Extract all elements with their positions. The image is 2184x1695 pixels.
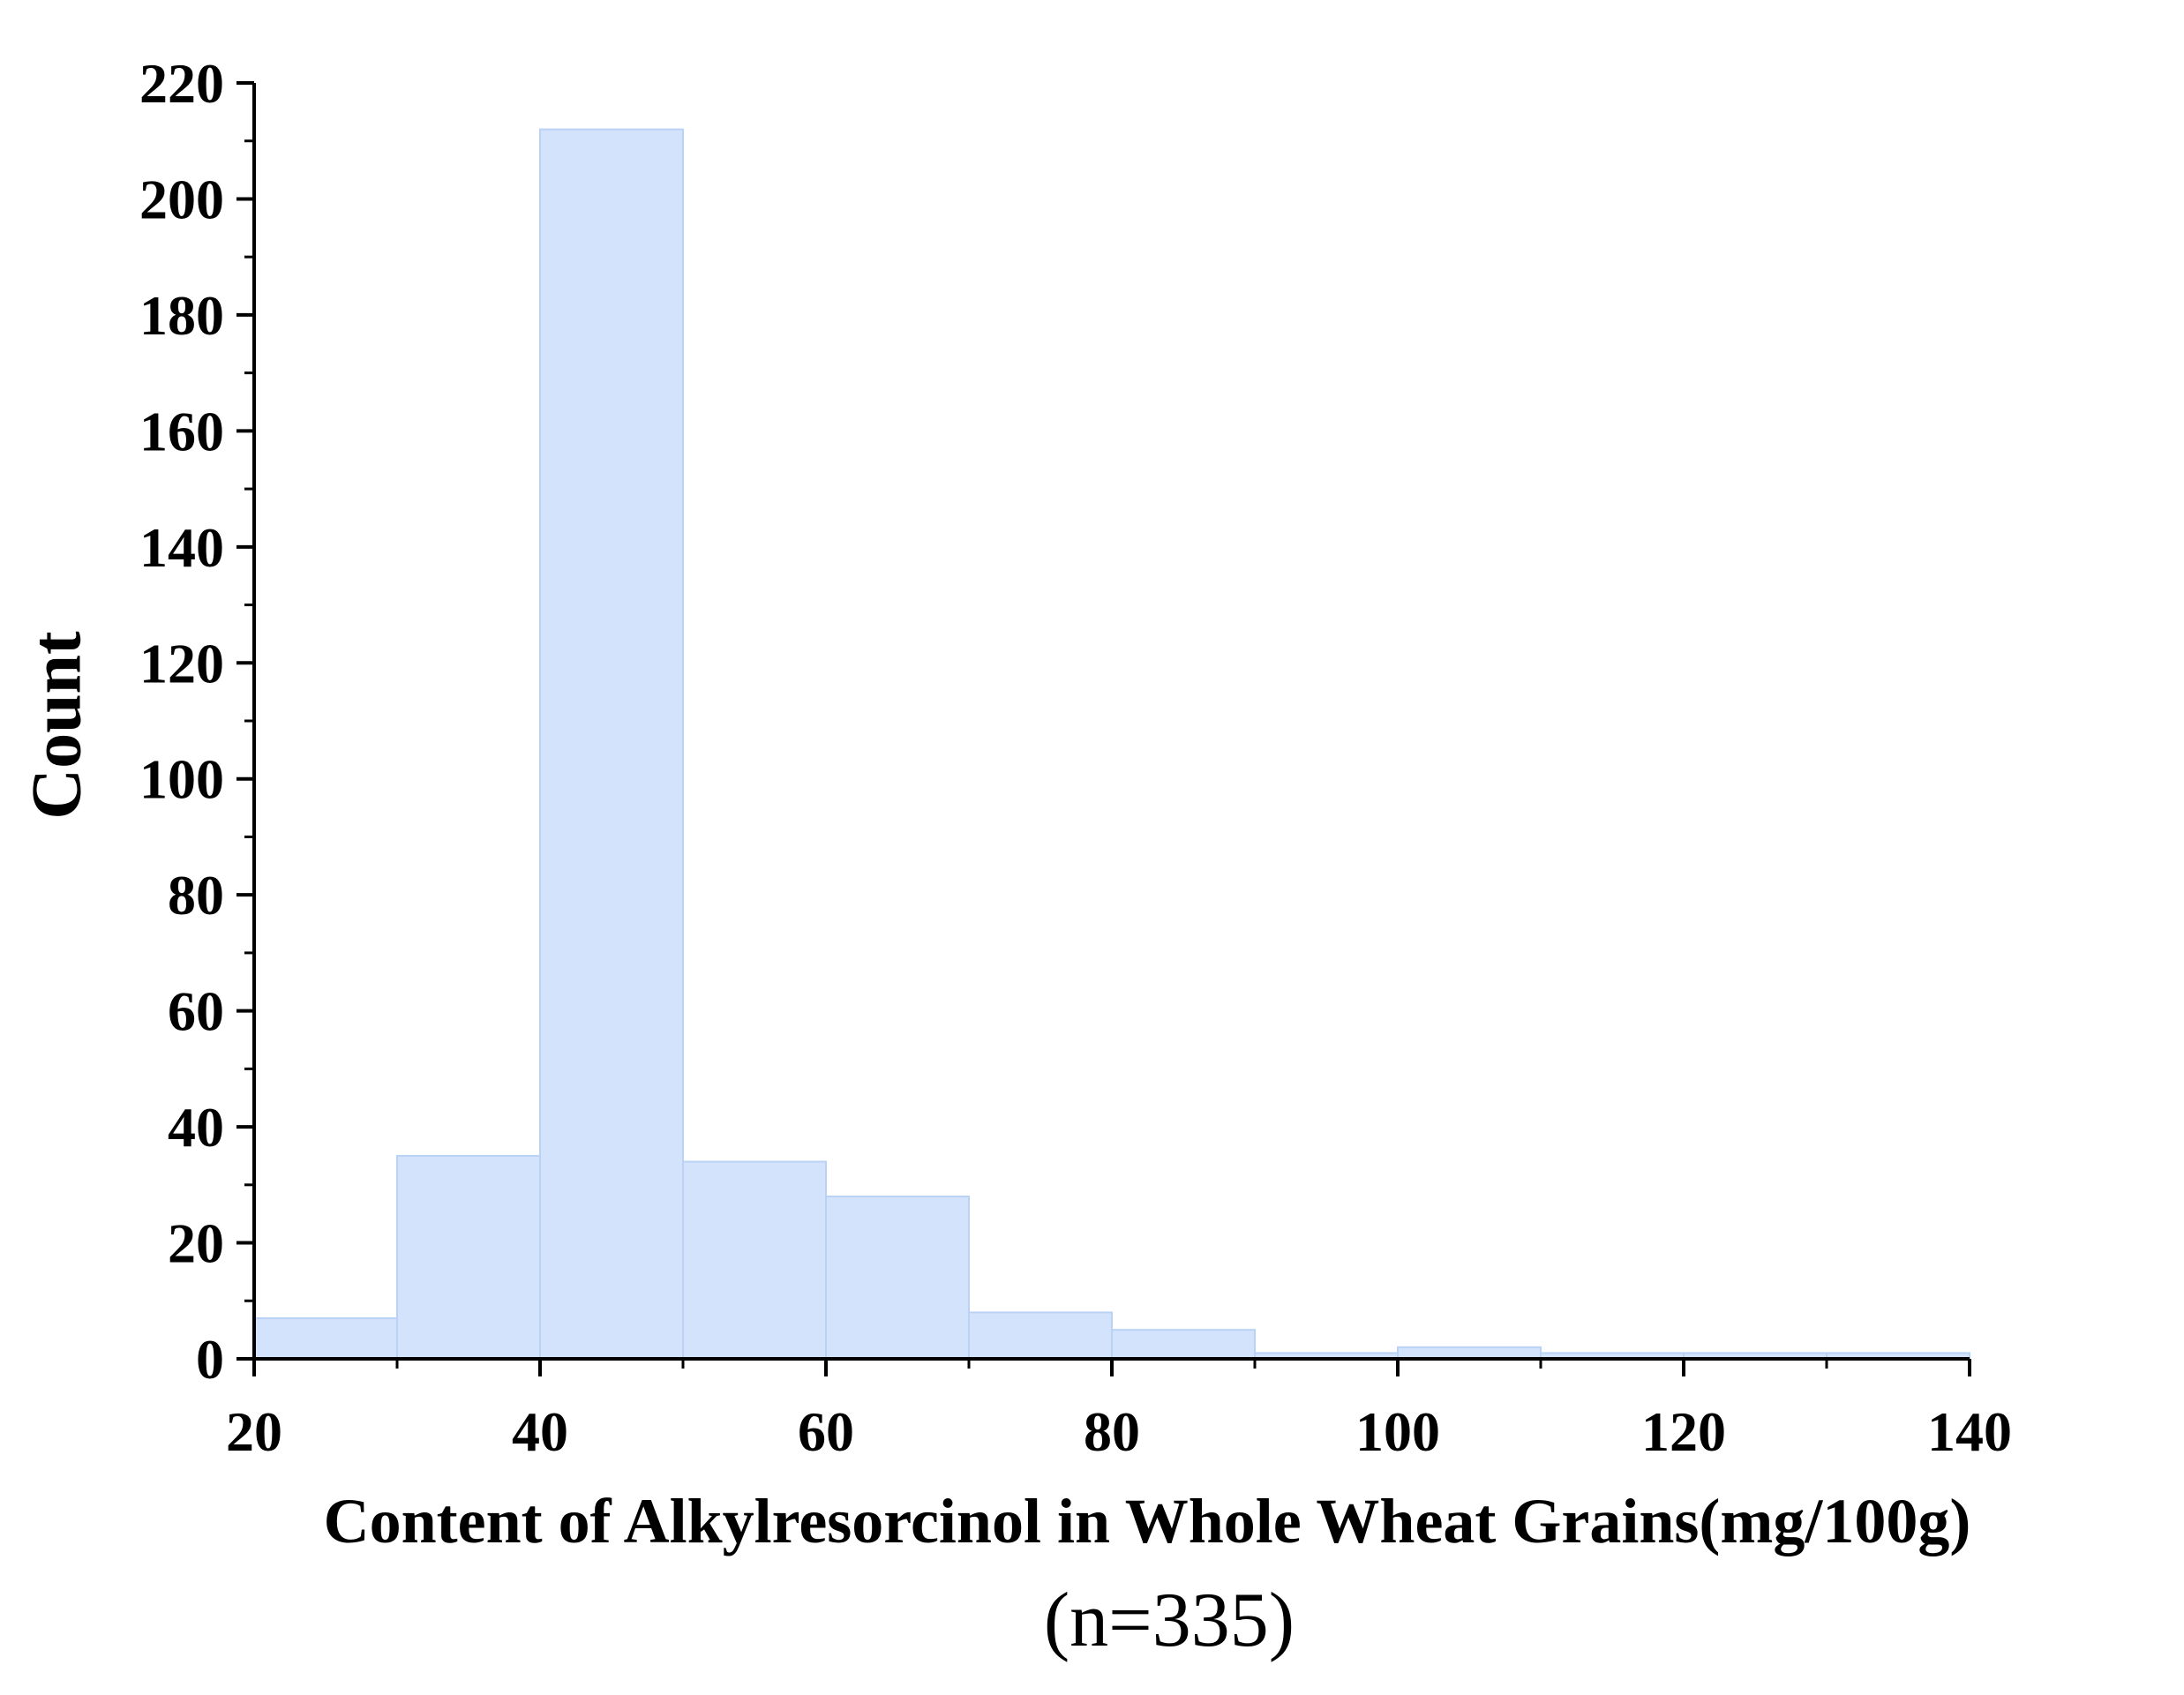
x-tick-label: 120 xyxy=(1641,1400,1726,1463)
y-tick-label: 200 xyxy=(139,168,224,230)
sample-size-label: (n=335) xyxy=(1044,1578,1295,1663)
x-tick-label: 80 xyxy=(1084,1400,1140,1463)
x-tick-label: 140 xyxy=(1927,1400,2012,1463)
x-tick-label: 60 xyxy=(798,1400,854,1463)
histogram-bar-40-50 xyxy=(539,128,684,1361)
histogram-bar-60-70 xyxy=(825,1195,970,1360)
bars-layer xyxy=(253,128,1970,1361)
y-tick-label: 60 xyxy=(168,980,224,1043)
y-tick-label: 160 xyxy=(139,400,224,462)
y-tick-label: 100 xyxy=(139,748,224,811)
x-ticks-layer: 20 40 60 80 100 120 140 xyxy=(226,1359,2012,1463)
histogram-bar-30-40 xyxy=(396,1154,541,1361)
y-tick-label: 120 xyxy=(139,632,224,694)
y-tick-label: 20 xyxy=(168,1212,224,1275)
histogram-bar-20-30 xyxy=(253,1316,398,1361)
x-tick-label: 40 xyxy=(512,1400,568,1463)
y-tick-label: 40 xyxy=(168,1096,224,1159)
y-tick-label: 140 xyxy=(139,516,224,579)
y-tick-label: 0 xyxy=(196,1328,224,1391)
y-tick-label: 220 xyxy=(139,52,224,115)
x-tick-label: 20 xyxy=(226,1400,282,1463)
y-tick-label: 180 xyxy=(139,284,224,347)
y-axis-title: Count xyxy=(18,631,95,820)
x-tick-label: 100 xyxy=(1355,1400,1440,1463)
x-axis-title: Content of Alkylresorcinol in Whole Whea… xyxy=(324,1486,1971,1556)
y-ticks-layer: 0 20 40 60 80 100 120 140 160 180 200 220 xyxy=(139,52,254,1391)
histogram-bar-50-60 xyxy=(682,1160,827,1360)
y-tick-label: 80 xyxy=(168,864,224,926)
histogram-bar-70-80 xyxy=(968,1311,1113,1361)
histogram-bar-80-90 xyxy=(1111,1329,1256,1360)
